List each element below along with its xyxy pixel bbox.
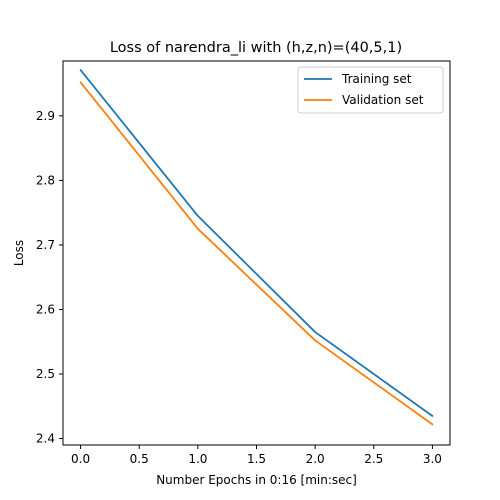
y-tick-label: 2.8 xyxy=(36,173,55,187)
training-set-point xyxy=(431,415,434,417)
x-tick-label: 2.0 xyxy=(306,452,325,466)
x-tick-label: 0.5 xyxy=(130,452,149,466)
x-tick-label: 0.0 xyxy=(71,452,90,466)
series-layer xyxy=(79,69,434,426)
training-set-legend-label: Training set xyxy=(341,72,412,86)
ticks-layer: 0.0 0.5 1.0 1.5 2.0 2.5 3.0 2.4 2.5 2.6 2.7 2.8 2.9 xyxy=(36,109,442,466)
validation-set-point xyxy=(79,81,82,84)
y-axis-title: Loss xyxy=(12,240,26,266)
y-tick-label: 2.7 xyxy=(36,238,55,252)
y-tick-label: 2.5 xyxy=(36,367,55,381)
legend: Training set Validation set xyxy=(297,66,444,114)
training-set-line xyxy=(79,69,433,417)
y-tick-label: 2.9 xyxy=(36,109,55,123)
y-tick-label: 2.4 xyxy=(36,432,55,446)
chart-title: Loss of narendra_li with (h,z,n)=(40,5,1… xyxy=(110,40,402,56)
validation-set-point xyxy=(196,227,199,230)
legend-box xyxy=(297,66,444,114)
x-tick-label: 2.5 xyxy=(364,452,383,466)
training-set-point xyxy=(314,331,317,333)
validation-set-line xyxy=(79,81,433,426)
axes-frame xyxy=(62,60,451,446)
y-tick-label: 2.6 xyxy=(36,302,55,316)
validation-set-point xyxy=(314,339,317,342)
validation-set-legend-label: Validation set xyxy=(342,93,424,107)
validation-set-point xyxy=(431,423,434,426)
x-tick-label: 1.5 xyxy=(247,452,266,466)
training-set-point xyxy=(79,69,82,71)
x-tick-label: 3.0 xyxy=(423,452,442,466)
x-tick-label: 1.0 xyxy=(188,452,207,466)
training-set-point xyxy=(196,214,199,217)
x-axis-title: Number Epochs in 0:16 [min:sec] xyxy=(156,473,357,487)
